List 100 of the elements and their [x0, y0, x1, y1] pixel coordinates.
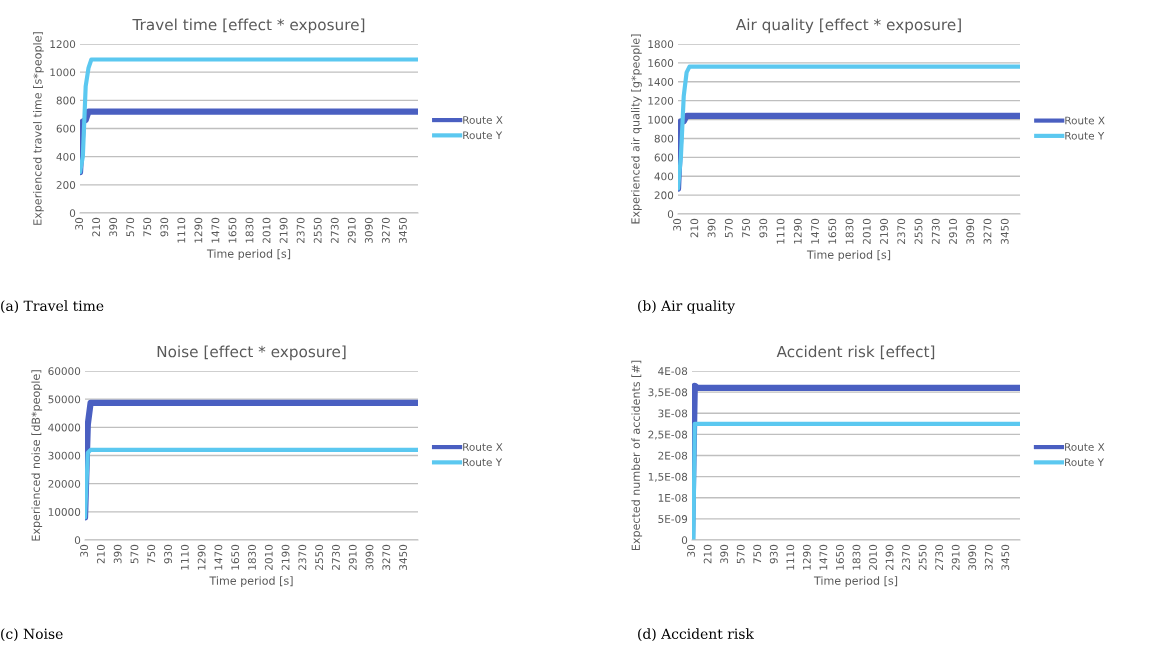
y-tick-label: 1800 [648, 40, 674, 49]
y-tick-label: 800 [56, 96, 76, 105]
legend-label: Route Y [463, 458, 503, 467]
x-tick-label: 1650 [231, 544, 240, 570]
x-axis-title: Time period [s] [806, 250, 891, 261]
y-tick-label: 800 [654, 134, 674, 143]
x-tick-label: 1110 [177, 217, 186, 243]
x-tick-label: 2550 [918, 544, 927, 570]
legend-label: Route Y [1065, 131, 1105, 140]
x-tick-label: 2370 [296, 217, 305, 243]
y-tick-label: 5E-09 [658, 515, 688, 523]
x-tick-label: 1290 [194, 217, 203, 243]
y-tick-label: 1000 [50, 68, 76, 77]
y-axis-title: Expected number of accidents [#] [631, 360, 643, 551]
chart-title: Travel time [effect * exposure] [132, 18, 365, 34]
x-tick-label: 210 [703, 544, 712, 564]
y-tick-label: 3E-08 [658, 409, 688, 418]
x-tick-label: 30 [75, 217, 84, 230]
y-tick-label: 200 [654, 191, 674, 200]
x-tick-label: 1110 [786, 544, 795, 570]
x-tick-label: 570 [130, 544, 139, 564]
chart-title: Air quality [effect * exposure] [735, 18, 961, 34]
x-tick-label: 2550 [315, 544, 324, 570]
y-tick-label: 30000 [48, 451, 81, 460]
x-tick-label: 2730 [931, 218, 940, 244]
x-tick-label: 3090 [365, 544, 374, 570]
x-tick-label: 2010 [869, 544, 877, 570]
x-tick-label: 1290 [197, 544, 206, 570]
x-tick-label: 2550 [313, 217, 322, 243]
y-tick-label: 1,5E-08 [648, 472, 688, 482]
x-tick-label: 3450 [1001, 544, 1010, 570]
x-tick-label: 2370 [298, 544, 307, 570]
x-tick-label: 1110 [776, 218, 785, 244]
x-axis-title: Time period [s] [209, 576, 293, 587]
y-tick-label: 2,5E-08 [648, 430, 688, 440]
x-tick-label: 1470 [811, 218, 819, 244]
x-tick-label: 210 [690, 218, 699, 238]
y-tick-label: 20000 [48, 479, 81, 488]
x-tick-label: 1290 [793, 218, 802, 244]
y-tick-label: 0 [69, 209, 76, 218]
x-tick-label: 750 [147, 544, 156, 564]
x-tick-label: 2730 [330, 217, 339, 243]
y-tick-label: 0 [681, 536, 688, 545]
x-tick-label: 1290 [802, 544, 811, 570]
x-tick-label: 2190 [279, 217, 288, 243]
x-tick-label: 1650 [228, 217, 237, 243]
x-tick-label: 2730 [935, 544, 944, 570]
y-tick-label: 0 [667, 210, 674, 219]
x-tick-label: 2010 [862, 218, 871, 244]
y-tick-label: 1000 [648, 115, 674, 124]
x-tick-label: 390 [109, 217, 118, 237]
x-tick-label: 210 [92, 217, 101, 237]
x-tick-label: 930 [164, 544, 172, 564]
x-tick-label: 750 [753, 544, 762, 564]
x-tick-label: 930 [759, 218, 768, 238]
x-tick-label: 1830 [852, 544, 861, 570]
text: (a) Travel time [1, 300, 104, 313]
x-tick-label: 2370 [897, 218, 906, 244]
line-series [80, 57, 418, 175]
x-axis-title: Time period [s] [813, 576, 898, 587]
y-tick-label: 60000 [48, 367, 81, 376]
y-axis-title: Experienced travel time [s*people] [33, 32, 44, 225]
legend-label: Route X [463, 443, 503, 451]
x-tick-label: 390 [720, 544, 729, 564]
x-tick-label: 3090 [966, 218, 975, 244]
x-tick-label: 750 [143, 217, 152, 237]
y-axis-title: Experienced noise [dB*people] [31, 370, 43, 541]
x-tick-label: 2910 [951, 544, 960, 570]
x-tick-label: 570 [724, 218, 733, 238]
x-tick-label: 1470 [819, 544, 828, 570]
x-tick-label: 1830 [845, 218, 854, 244]
x-tick-label: 3270 [382, 544, 391, 570]
x-tick-label: 3090 [364, 217, 373, 243]
text: (d) Accident risk [638, 628, 754, 641]
text: (b) Air quality [638, 300, 736, 314]
y-tick-label: 1E-08 [658, 493, 688, 502]
x-tick-label: 3270 [983, 218, 992, 244]
legend-label: Route Y [463, 131, 503, 140]
x-tick-label: 2190 [885, 544, 894, 570]
x-tick-label: 3270 [381, 217, 390, 243]
x-tick-label: 2910 [348, 544, 357, 570]
x-tick-label: 3450 [398, 217, 407, 243]
x-tick-label: 2910 [949, 218, 957, 244]
x-tick-label: 2010 [262, 217, 271, 243]
x-tick-label: 1830 [248, 544, 256, 570]
x-tick-label: 1650 [828, 218, 837, 244]
y-tick-label: 4E-08 [658, 367, 688, 376]
x-tick-label: 3270 [984, 544, 993, 570]
legend-label: Route Y [1065, 458, 1104, 467]
x-axis-title: Time period [s] [206, 249, 291, 260]
x-tick-label: 3450 [399, 544, 408, 570]
y-tick-label: 40000 [48, 423, 81, 432]
x-tick-label: 1470 [214, 544, 223, 570]
chart-title: Accident risk [effect] [776, 345, 935, 360]
x-tick-label: 30 [687, 544, 696, 557]
y-tick-label: 400 [56, 152, 76, 161]
y-tick-label: 1200 [648, 96, 674, 105]
chart-title: Noise [effect * exposure] [157, 345, 346, 361]
y-tick-label: 600 [56, 124, 76, 133]
x-tick-label: 570 [126, 217, 135, 237]
